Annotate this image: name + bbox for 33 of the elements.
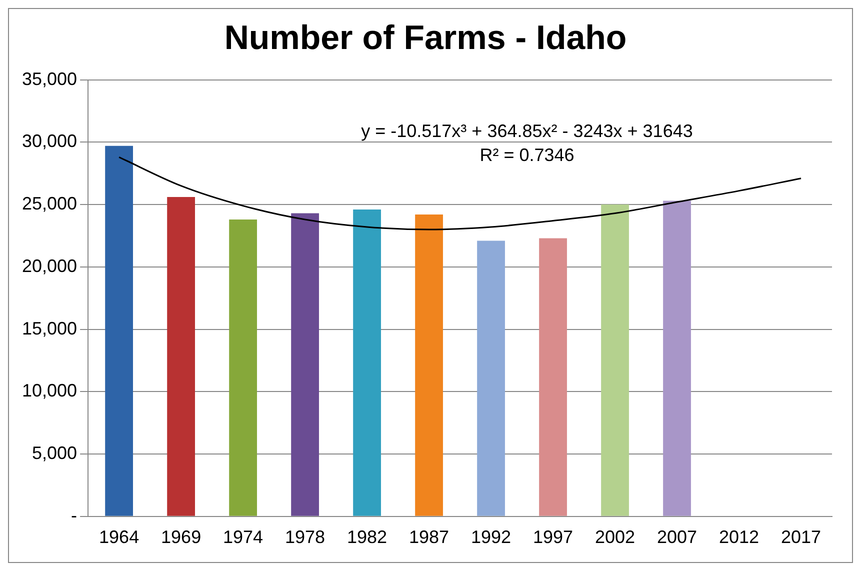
bar — [601, 204, 629, 516]
bar — [291, 213, 319, 516]
bar — [477, 240, 505, 516]
x-tick-label: 1969 — [161, 527, 202, 548]
y-tick-label: - — [71, 505, 78, 526]
y-tick-label: 25,000 — [22, 194, 78, 214]
bar — [663, 200, 691, 516]
y-tick-label: 20,000 — [22, 256, 78, 276]
annotation: R² = 0.7346 — [480, 144, 574, 165]
bar — [229, 220, 257, 516]
x-tick-label: 1974 — [223, 527, 264, 548]
y-tick-label: 5,000 — [32, 442, 78, 463]
bar — [167, 197, 195, 516]
x-tick-label: 2012 — [718, 527, 760, 548]
y-tick-label: 30,000 — [22, 131, 78, 152]
x-tick-label: 1987 — [409, 527, 450, 548]
bar — [353, 210, 381, 516]
bar — [105, 146, 133, 516]
y-tick-label: 10,000 — [22, 380, 78, 401]
y-tick-label: 15,000 — [22, 318, 78, 338]
annotation: y = -10.517x³ + 364.85x² - 3243x + 31643 — [361, 120, 693, 141]
x-tick-label: 1992 — [471, 527, 512, 548]
x-tick-label: 1997 — [532, 527, 574, 548]
x-tick-label: 1964 — [99, 527, 140, 548]
y-tick-label: 35,000 — [22, 68, 78, 89]
x-tick-label: 2017 — [780, 527, 822, 548]
x-tick-label: 1978 — [285, 527, 326, 548]
bar — [415, 214, 443, 516]
x-tick-label: 1982 — [347, 527, 388, 548]
x-tick-label: 2002 — [594, 527, 636, 548]
chart-title: Number of Farms - Idaho — [224, 18, 627, 57]
bar — [539, 238, 567, 516]
x-tick-label: 2007 — [656, 527, 698, 548]
